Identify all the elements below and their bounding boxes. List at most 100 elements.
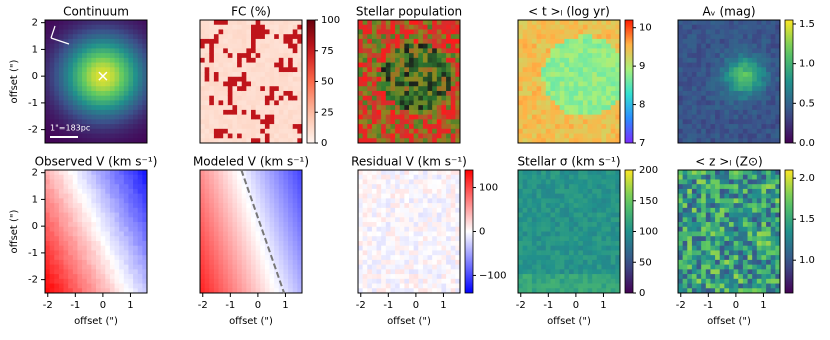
pixel (214, 232, 219, 237)
pixel (96, 265, 101, 270)
pixel (692, 82, 697, 87)
pixel (409, 44, 414, 49)
pixel (518, 105, 523, 110)
pixel (242, 198, 247, 203)
pixel (105, 105, 110, 110)
pixel (701, 67, 706, 72)
pixel (133, 274, 138, 279)
pixel (451, 236, 456, 241)
pixel (358, 217, 363, 222)
pixel (574, 29, 579, 34)
pixel (138, 227, 143, 232)
pixel (569, 134, 574, 139)
pixel (611, 119, 616, 124)
pixel (395, 184, 400, 189)
pixel (537, 203, 542, 208)
pixel (54, 105, 59, 110)
pixel (223, 58, 228, 63)
pixel (265, 100, 270, 105)
pixel (228, 48, 233, 53)
pixel (219, 53, 224, 58)
pixel (270, 86, 275, 91)
pixel (532, 25, 537, 30)
pixel (223, 34, 228, 39)
pixel (606, 39, 611, 44)
pixel (279, 39, 284, 44)
pixel (283, 189, 288, 194)
pixel (205, 184, 210, 189)
pixel (527, 260, 532, 265)
pixel (363, 194, 368, 199)
pixel (418, 86, 423, 91)
pixel (251, 184, 256, 189)
pixel (546, 124, 551, 129)
pixel (205, 53, 210, 58)
pixel (82, 241, 87, 246)
pixel (766, 115, 771, 120)
pixel (555, 222, 560, 227)
pixel (367, 44, 372, 49)
pixel (451, 91, 456, 96)
pixel (367, 232, 372, 237)
pixel (205, 58, 210, 63)
pixel (446, 34, 451, 39)
pixel (293, 170, 298, 175)
pixel (541, 189, 546, 194)
pixel (537, 217, 542, 222)
pixel (395, 179, 400, 184)
pixel (68, 189, 73, 194)
pixel (119, 134, 124, 139)
pixel (124, 77, 129, 82)
pixel (274, 279, 279, 284)
pixel (91, 213, 96, 218)
pixel (119, 110, 124, 115)
pixel (265, 39, 270, 44)
pixel (101, 265, 106, 270)
pixel (564, 96, 569, 101)
pixel (219, 105, 224, 110)
pixel (87, 217, 92, 222)
pixel (205, 232, 210, 237)
pixel (606, 82, 611, 87)
pixel (73, 96, 78, 101)
pixel (372, 67, 377, 72)
pixel (87, 72, 92, 77)
pixel (381, 20, 386, 25)
pixel (414, 63, 419, 68)
pixel (283, 184, 288, 189)
pixel (560, 134, 565, 139)
pixel (101, 198, 106, 203)
pixel (274, 184, 279, 189)
pixel (441, 86, 446, 91)
pixel (537, 179, 542, 184)
pixel (242, 269, 247, 274)
pixel (119, 25, 124, 30)
pixel (54, 250, 59, 255)
pixel (242, 63, 247, 68)
pixel (432, 175, 437, 180)
pixel (418, 129, 423, 134)
pixel (527, 53, 532, 58)
pixel (583, 48, 588, 53)
pixel (288, 189, 293, 194)
pixel (237, 129, 242, 134)
pixel (564, 119, 569, 124)
pixel (611, 129, 616, 134)
pixel (404, 241, 409, 246)
pixel (124, 236, 129, 241)
pixel (428, 25, 433, 30)
pixel (119, 67, 124, 72)
pixel (527, 115, 532, 120)
pixel (541, 250, 546, 255)
pixel (409, 227, 414, 232)
pixel (715, 119, 720, 124)
pixel (293, 129, 298, 134)
pixel (45, 246, 50, 251)
pixel (729, 48, 734, 53)
pixel (367, 279, 372, 284)
pixel (390, 179, 395, 184)
pixel (541, 25, 546, 30)
pixel (752, 67, 757, 72)
colorbar (785, 20, 793, 143)
pixel (597, 20, 602, 25)
